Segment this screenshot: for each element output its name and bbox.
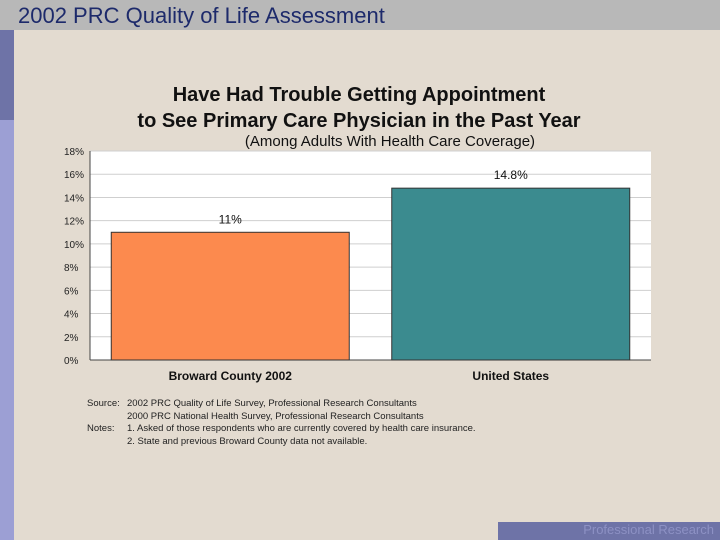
footnotes: Source: 2002 PRC Quality of Life Survey,…: [87, 398, 476, 448]
chart-subtitle: (Among Adults With Health Care Coverage): [245, 133, 535, 150]
y-tick-label: 10%: [64, 240, 84, 251]
y-tick-label: 2%: [64, 333, 79, 344]
y-tick-label: 12%: [64, 217, 84, 228]
header-bar: 2002 PRC Quality of Life Assessment: [0, 0, 720, 30]
source-row-1: Source: 2002 PRC Quality of Life Survey,…: [87, 398, 476, 411]
y-tick-label: 8%: [64, 263, 79, 274]
side-accent-light: [0, 120, 14, 540]
bar-chart: Have Had Trouble Getting Appointment to S…: [64, 84, 651, 383]
y-tick-label: 14%: [64, 193, 84, 204]
x-tick-label: Broward County 2002: [169, 369, 293, 383]
x-tick-label: United States: [472, 369, 549, 383]
source-line: 2000 PRC National Health Survey, Profess…: [127, 410, 424, 422]
source-line: 2002 PRC Quality of Life Survey, Profess…: [127, 398, 417, 409]
data-label: 14.8%: [494, 168, 528, 182]
data-label: 11%: [219, 212, 242, 226]
source-label: Source:: [87, 398, 120, 409]
bar: [110, 231, 350, 361]
note-line: 1. Asked of those respondents who are cu…: [127, 423, 476, 434]
y-tick-label: 16%: [64, 170, 84, 181]
note-line: 2. State and previous Broward County dat…: [127, 435, 368, 447]
footer-bar: Professional Research Consultants: [498, 522, 720, 540]
chart-title-line2: to See Primary Care Physician in the Pas…: [137, 110, 580, 132]
notes-row-1: Notes: 1. Asked of those respondents who…: [87, 423, 476, 436]
y-tick-label: 6%: [64, 286, 79, 297]
footer-brand: Professional Research Consultants: [583, 522, 714, 540]
chart-title-line1: Have Had Trouble Getting Appointment: [173, 84, 546, 106]
source-row-2: 2000 PRC National Health Survey, Profess…: [87, 411, 476, 424]
notes-label: Notes:: [87, 423, 115, 434]
notes-row-2: 2. State and previous Broward County dat…: [87, 436, 476, 449]
bar: [391, 187, 631, 361]
chart-card: Have Had Trouble Getting Appointment to S…: [14, 30, 720, 540]
y-tick-label: 18%: [64, 147, 84, 158]
page-title: 2002 PRC Quality of Life Assessment: [18, 3, 385, 28]
y-tick-label: 0%: [64, 356, 79, 367]
y-tick-label: 4%: [64, 310, 79, 321]
side-accent-dark: [0, 30, 14, 120]
